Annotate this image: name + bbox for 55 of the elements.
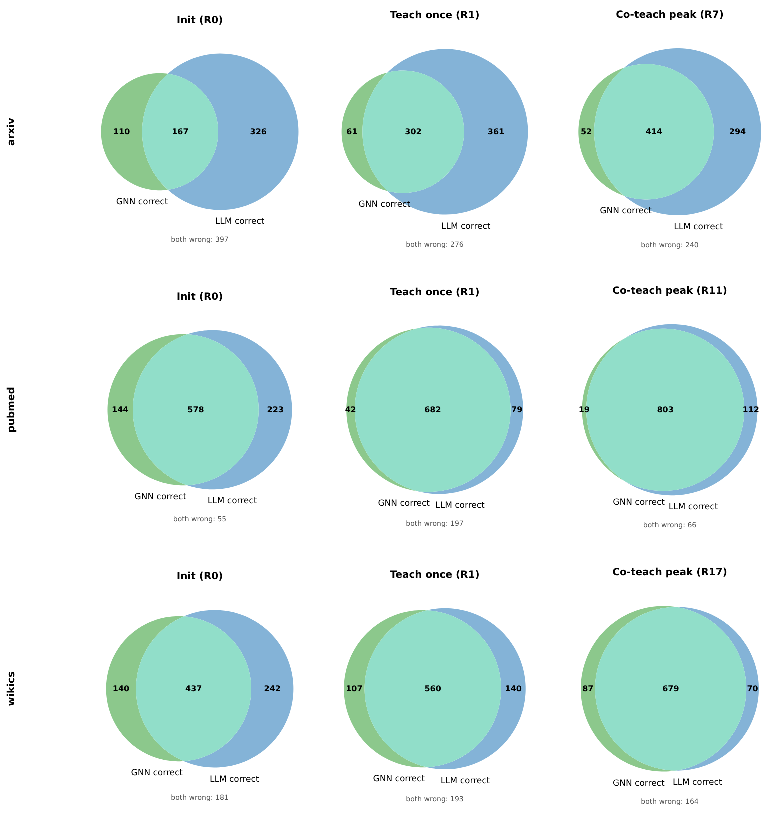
text: GNN correct [600,206,653,217]
data-label: 52 [580,128,592,136]
text: Teach once (R1) [390,10,480,22]
data-label: 437 [185,684,202,694]
data-label: 803 [657,406,674,414]
data-label: 302 [405,128,422,136]
data-label: 70 [747,684,759,694]
data-label: 140 [112,684,130,694]
text: LLM correct [668,502,719,513]
text: GNN correct [613,778,666,789]
data-label: 110 [113,128,131,136]
text: LLM correct [436,501,486,512]
data-label: 223 [267,406,284,414]
text: GNN correct [358,200,412,210]
text: LLM correct [441,222,492,232]
text: LLM correct [674,222,724,232]
text: GNN correct [134,492,188,503]
data-label: 140 [505,684,522,694]
text: Teach once (R1) [390,570,480,581]
text: arxiv [6,117,18,146]
text: Init (R0) [176,572,224,583]
data-label: 242 [264,684,281,694]
text: Init (R0) [176,15,224,26]
text: Co-teach peak (R17) [612,568,728,579]
data-label: 578 [188,406,205,414]
text: GNN correct [613,498,666,508]
data-label: 682 [424,406,442,414]
data-label: 167 [172,128,189,136]
data-label: 61 [346,128,358,136]
text: LLM correct [215,217,266,228]
text: pubmed [6,387,18,433]
data-label: 107 [346,684,363,694]
text: LLM correct [672,778,723,788]
data-label: 361 [488,128,506,136]
text: wikics [6,672,18,706]
text: LLM correct [440,776,491,787]
text: Co-teach peak (R11) [612,286,728,297]
data-label: 294 [729,128,747,136]
text: LLM correct [208,496,258,507]
data-label: 679 [662,684,680,694]
data-label: 414 [646,128,664,136]
data-label: 144 [112,406,130,414]
data-label: 560 [424,684,442,694]
text: Co-teach peak (R7) [616,10,724,22]
data-label: 79 [512,406,524,414]
data-label: 19 [578,406,590,414]
text: GNN correct [131,768,184,779]
data-label: 326 [250,128,268,136]
text: Teach once (R1) [390,287,480,298]
text: GNN correct [373,774,426,785]
text: GNN correct [116,198,169,208]
data-label: 87 [582,684,594,694]
text: Init (R0) [176,292,224,303]
text: LLM correct [210,774,260,785]
text: GNN correct [378,499,431,510]
